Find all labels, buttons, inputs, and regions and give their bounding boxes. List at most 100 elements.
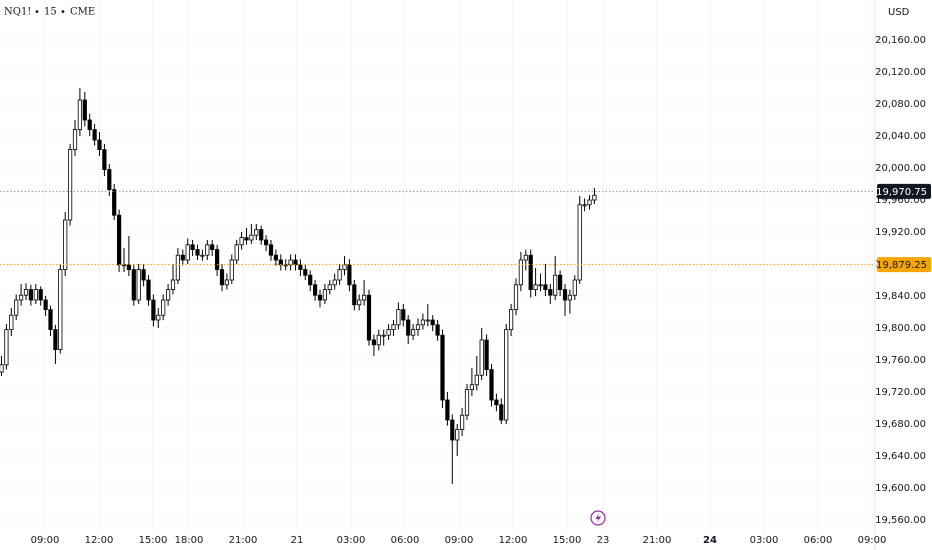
candle-body bbox=[9, 314, 14, 331]
candle-body bbox=[205, 244, 210, 256]
price-label: 19,970.75 bbox=[876, 187, 927, 198]
candle-body bbox=[249, 234, 254, 241]
candle-body bbox=[386, 329, 391, 336]
y-tick-label: 20,120.00 bbox=[875, 67, 926, 78]
candle-body bbox=[553, 274, 558, 296]
candle-body bbox=[239, 237, 244, 246]
candle-body bbox=[357, 299, 362, 306]
candle-body bbox=[102, 149, 107, 171]
y-tick-label: 19,920.00 bbox=[875, 227, 926, 238]
x-tick-label: 03:00 bbox=[337, 535, 366, 546]
candle-body bbox=[347, 264, 352, 286]
candle-body bbox=[112, 189, 117, 216]
symbol-header: NQ1! • 15 • CME bbox=[4, 7, 95, 19]
candle-body bbox=[587, 199, 592, 206]
candle-body bbox=[445, 399, 450, 421]
candle-body bbox=[28, 289, 34, 301]
event-icon[interactable] bbox=[590, 510, 606, 526]
candle-body bbox=[376, 334, 381, 346]
axis-layer: 19,560.00 19,600.00 19,640.00 19,680.00 19,7… bbox=[31, 0, 931, 550]
candle-body bbox=[342, 264, 347, 270]
y-tick-label: 20,000.00 bbox=[875, 163, 926, 174]
candle-body bbox=[312, 284, 318, 296]
candle-body bbox=[430, 319, 435, 326]
candle-body bbox=[489, 369, 494, 401]
x-tick-label: 12:00 bbox=[85, 535, 114, 546]
interval[interactable]: 15 bbox=[44, 7, 57, 18]
y-tick-label: 19,560.00 bbox=[875, 515, 926, 526]
candle-body bbox=[337, 269, 342, 281]
candle-body bbox=[126, 264, 131, 270]
price-label-box bbox=[877, 183, 931, 199]
candle-body bbox=[396, 309, 401, 326]
candle-body bbox=[283, 264, 288, 267]
candle-body bbox=[455, 429, 460, 441]
candle-body bbox=[391, 324, 396, 330]
candle-body bbox=[293, 259, 298, 266]
candle-body bbox=[562, 289, 568, 301]
candle-body bbox=[141, 269, 146, 281]
candle-body bbox=[406, 319, 411, 336]
candles-layer bbox=[0, 88, 875, 484]
candle-body bbox=[156, 314, 161, 321]
candle-body bbox=[4, 329, 9, 366]
candle-body bbox=[548, 289, 553, 296]
candle-body bbox=[533, 284, 538, 290]
candle-body bbox=[361, 294, 367, 301]
candle-body bbox=[273, 254, 279, 261]
candle-body bbox=[97, 139, 102, 151]
candle-body bbox=[107, 169, 112, 191]
candle-body bbox=[538, 284, 543, 287]
candle-body bbox=[117, 214, 122, 266]
candle-body bbox=[327, 284, 332, 290]
event-bolt bbox=[595, 513, 601, 523]
candle-body bbox=[317, 294, 323, 301]
candle-body bbox=[381, 334, 386, 337]
y-tick-label: 19,640.00 bbox=[875, 451, 926, 462]
candle-body bbox=[322, 289, 328, 301]
candle-body bbox=[435, 324, 440, 336]
x-tick-label: 03:00 bbox=[750, 535, 779, 546]
x-tick-label: 06:00 bbox=[804, 535, 833, 546]
candle-body bbox=[229, 259, 234, 281]
x-tick-label: 09:00 bbox=[445, 535, 474, 546]
y-tick-label: 19,600.00 bbox=[875, 483, 926, 494]
candle-body bbox=[53, 329, 58, 351]
candle-body bbox=[352, 284, 357, 306]
candle-body bbox=[77, 99, 82, 131]
candle-body bbox=[459, 414, 465, 431]
currency[interactable]: USD bbox=[888, 7, 910, 18]
candle-body bbox=[68, 149, 73, 221]
x-tick-label: 15:00 bbox=[553, 535, 582, 546]
y-tick-label: 20,160.00 bbox=[875, 35, 926, 46]
candle-body bbox=[263, 239, 269, 246]
candle-body bbox=[592, 194, 597, 201]
candle-body bbox=[425, 319, 430, 322]
candle-body bbox=[508, 309, 514, 331]
candle-body bbox=[332, 279, 337, 286]
candle-body bbox=[131, 269, 136, 301]
candle-body bbox=[0, 364, 4, 373]
candle-body bbox=[567, 294, 573, 301]
candle-body bbox=[572, 279, 577, 296]
candle-body bbox=[577, 204, 582, 281]
y-tick-label: 20,040.00 bbox=[875, 131, 926, 142]
candle-body bbox=[48, 309, 53, 331]
x-tick-label: 18:00 bbox=[175, 535, 204, 546]
symbol[interactable]: NQ1! bbox=[4, 7, 31, 18]
x-tick-label: 15:00 bbox=[139, 535, 168, 546]
candle-body bbox=[185, 244, 190, 261]
event-circle bbox=[590, 510, 606, 526]
candle-body bbox=[259, 229, 264, 241]
candle-body bbox=[63, 219, 68, 270]
candle-body bbox=[464, 389, 470, 416]
y-tick-label: 20,080.00 bbox=[875, 99, 926, 110]
candle-body bbox=[303, 269, 308, 276]
candle-body bbox=[170, 279, 176, 291]
candle-body bbox=[479, 339, 484, 376]
x-tick-label: 12:00 bbox=[499, 535, 528, 546]
candle-body bbox=[38, 289, 43, 301]
candle-body bbox=[469, 384, 475, 390]
candle-body bbox=[582, 204, 587, 207]
